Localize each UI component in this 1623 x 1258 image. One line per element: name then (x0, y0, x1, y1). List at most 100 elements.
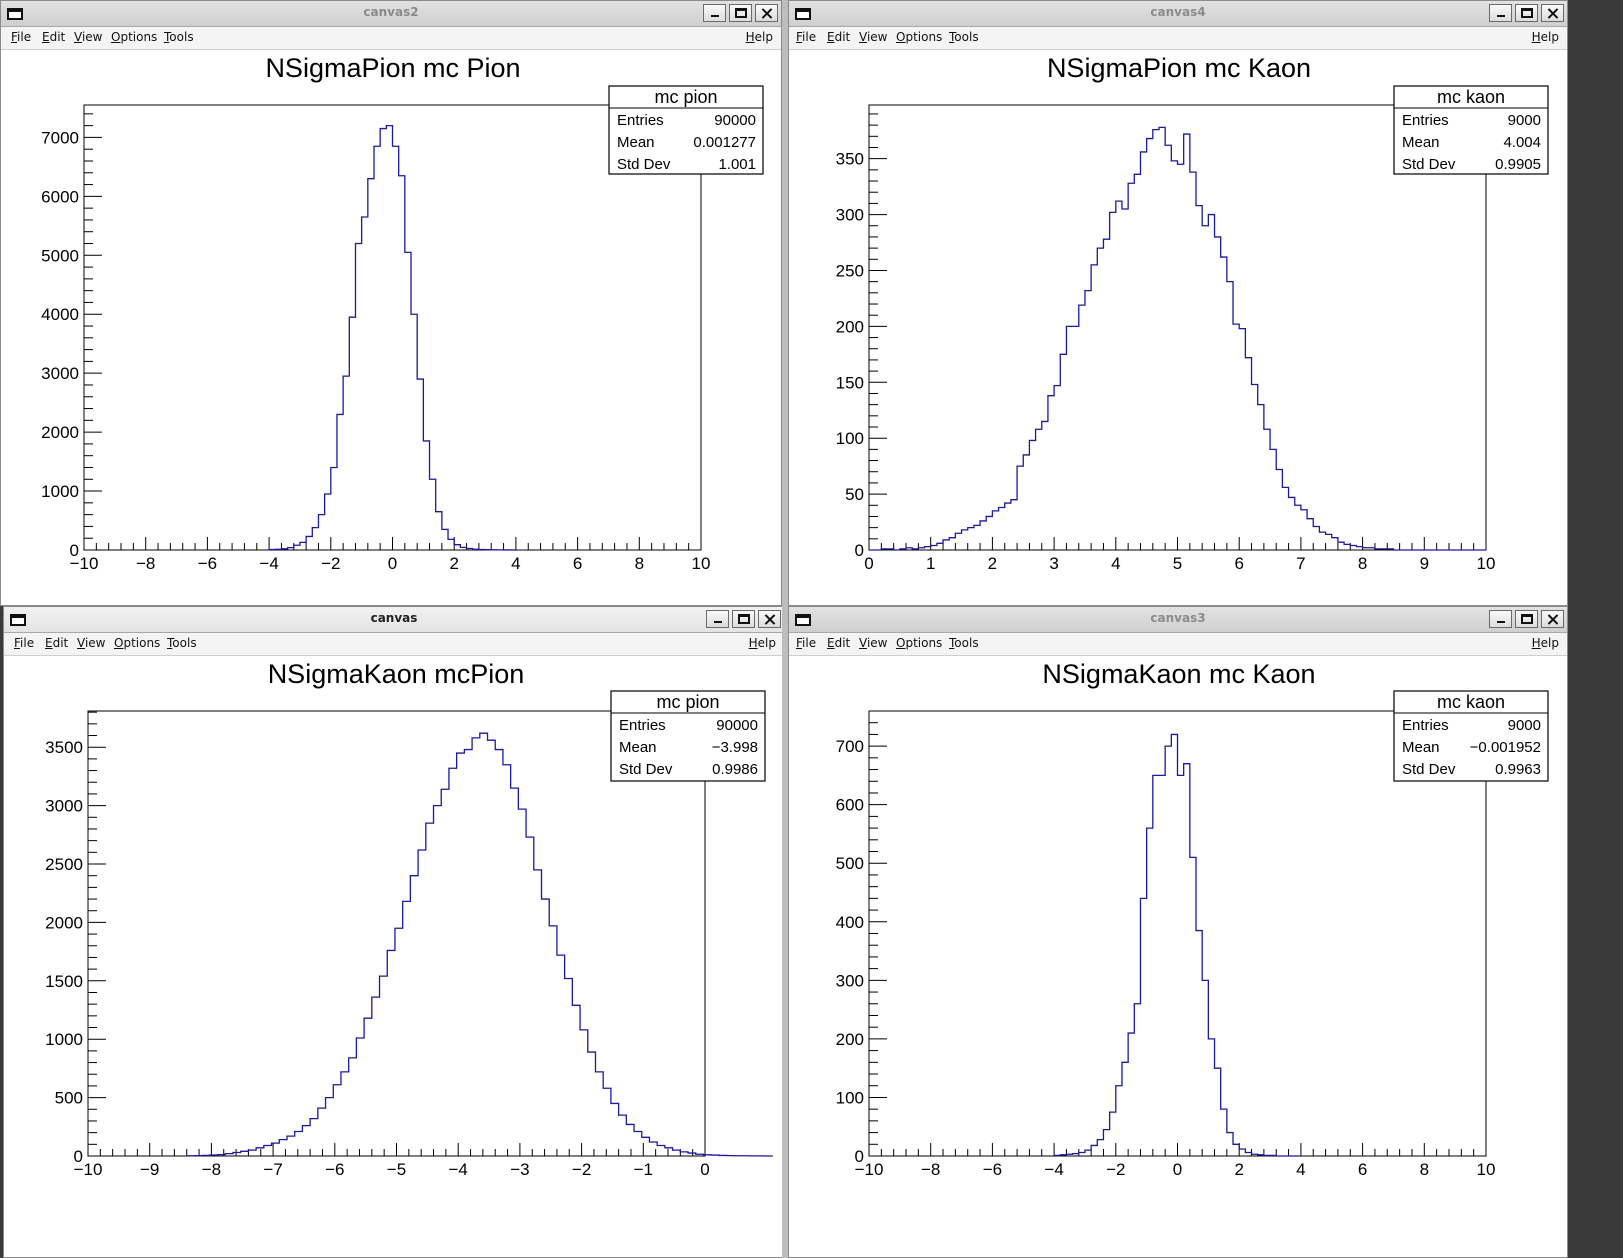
stats-label: Mean (617, 134, 655, 151)
y-tick-label: 100 (836, 1088, 864, 1107)
x-tick-label: 8 (1358, 554, 1367, 573)
window-titlebar[interactable]: canvas3 (789, 607, 1567, 633)
y-tick-label: 600 (836, 796, 864, 815)
y-tick-label: 7000 (41, 128, 79, 147)
stats-label: Mean (619, 739, 657, 756)
menu-file[interactable]: File (11, 30, 32, 44)
menu-view[interactable]: View (859, 30, 888, 44)
minimize-icon (1497, 15, 1505, 17)
x-tick-label: −6 (198, 554, 217, 573)
x-tick-label: 2 (1234, 1160, 1243, 1179)
maximize-button[interactable] (729, 4, 752, 22)
stats-label: Entries (1402, 717, 1449, 734)
menu-edit[interactable]: Edit (827, 636, 851, 650)
menu-options[interactable]: Options (896, 30, 943, 44)
x-tick-label: −8 (921, 1160, 940, 1179)
minimize-button[interactable] (1489, 610, 1512, 628)
histogram-canvas[interactable]: NSigmaPion mc Pion −10 −8 −6 −4 −2 0 2 4 6 8 10 0 100… (1, 50, 781, 605)
y-tick-label: 0 (70, 541, 79, 560)
x-tick-label: 4 (1296, 1160, 1305, 1179)
stats-value: 0.9986 (712, 761, 758, 778)
window-titlebar[interactable]: canvas4 (789, 1, 1567, 27)
x-tick-label: −8 (202, 1160, 221, 1179)
y-tick-label: 5000 (41, 246, 79, 265)
stats-value: −3.998 (712, 739, 758, 756)
minimize-button[interactable] (1489, 4, 1512, 22)
y-tick-label: 200 (836, 317, 864, 336)
y-tick-label: 0 (855, 541, 864, 560)
x-tick-label: −2 (572, 1160, 591, 1179)
stats-label: Entries (619, 717, 666, 734)
chart-title: NSigmaKaon mcPion (268, 659, 525, 689)
close-button[interactable] (758, 610, 781, 628)
y-tick-label: 350 (836, 150, 864, 169)
window-titlebar[interactable]: canvas2 (1, 1, 781, 27)
chart-title: NSigmaPion mc Pion (265, 53, 520, 83)
menu-help[interactable]: Help (1531, 30, 1559, 44)
menu-bar: File Edit View Options Tools Help (789, 27, 1567, 50)
menu-view[interactable]: View (74, 30, 103, 44)
menu-tools[interactable]: Tools (164, 30, 194, 44)
menu-options[interactable]: Options (896, 636, 943, 650)
window-titlebar[interactable]: canvas (4, 607, 784, 633)
close-button[interactable] (755, 4, 778, 22)
menu-edit[interactable]: Edit (45, 636, 69, 650)
y-tick-label: 250 (836, 261, 864, 280)
window-title: canvas2 (363, 5, 419, 19)
menu-bar: File Edit View Options Tools Help (789, 633, 1567, 656)
x-tick-label: −6 (983, 1160, 1002, 1179)
y-tick-label: 150 (836, 373, 864, 392)
maximize-button[interactable] (1515, 610, 1538, 628)
histogram-line (869, 126, 1486, 551)
stats-header: mc kaon (1437, 87, 1505, 107)
window-menu-icon[interactable] (795, 8, 811, 20)
x-tick-label: 4 (511, 554, 520, 573)
x-tick-label: −1 (634, 1160, 653, 1179)
menu-options[interactable]: Options (111, 30, 158, 44)
menu-bar: File Edit View Options Tools Help (4, 633, 784, 656)
y-tick-label: 300 (836, 206, 864, 225)
window-menu-icon[interactable] (795, 614, 811, 626)
menu-options[interactable]: Options (114, 636, 161, 650)
menu-file[interactable]: File (796, 30, 817, 44)
maximize-button[interactable] (732, 610, 755, 628)
menu-tools[interactable]: Tools (167, 636, 197, 650)
x-tick-label: −8 (136, 554, 155, 573)
menu-bar: File Edit View Options Tools Help (1, 27, 781, 50)
stats-value: 90000 (714, 112, 756, 129)
histogram-canvas[interactable]: NSigmaKaon mcPion−10 −9 −8 −7 −6 −5 −4 −3 −2 −1 00… (4, 656, 784, 1257)
stats-value: 0.9905 (1495, 156, 1541, 173)
menu-file[interactable]: File (796, 636, 817, 650)
close-button[interactable] (1541, 4, 1564, 22)
histogram-canvas[interactable]: NSigmaKaon mc Kaon−10 −8 −6 −4 −2 0 2 4 6 8 100100… (789, 656, 1567, 1257)
menu-view[interactable]: View (859, 636, 888, 650)
menu-help[interactable]: Help (748, 636, 776, 650)
x-tick-label: −10 (74, 1160, 103, 1179)
y-tick-label: 6000 (41, 187, 79, 206)
menu-edit[interactable]: Edit (42, 30, 66, 44)
y-tick-label: 700 (836, 737, 864, 756)
maximize-button[interactable] (1515, 4, 1538, 22)
close-button[interactable] (1541, 610, 1564, 628)
menu-view[interactable]: View (77, 636, 106, 650)
menu-file[interactable]: File (14, 636, 35, 650)
y-tick-label: 2500 (45, 855, 83, 874)
stats-value: 90000 (716, 717, 758, 734)
menu-tools[interactable]: Tools (949, 30, 979, 44)
window-menu-icon[interactable] (7, 8, 23, 20)
stats-box-frame (1393, 690, 1549, 782)
stats-header: mc pion (656, 692, 719, 712)
menu-help[interactable]: Help (745, 30, 773, 44)
x-tick-label: 1 (926, 554, 935, 573)
menu-tools[interactable]: Tools (949, 636, 979, 650)
x-tick-label: −7 (263, 1160, 282, 1179)
menu-edit[interactable]: Edit (827, 30, 851, 44)
minimize-button[interactable] (706, 610, 729, 628)
window-menu-icon[interactable] (10, 614, 26, 626)
x-tick-label: 2 (449, 554, 458, 573)
minimize-button[interactable] (703, 4, 726, 22)
stats-label: Std Dev (1402, 156, 1456, 173)
menu-help[interactable]: Help (1531, 636, 1559, 650)
x-tick-label: 0 (864, 554, 873, 573)
